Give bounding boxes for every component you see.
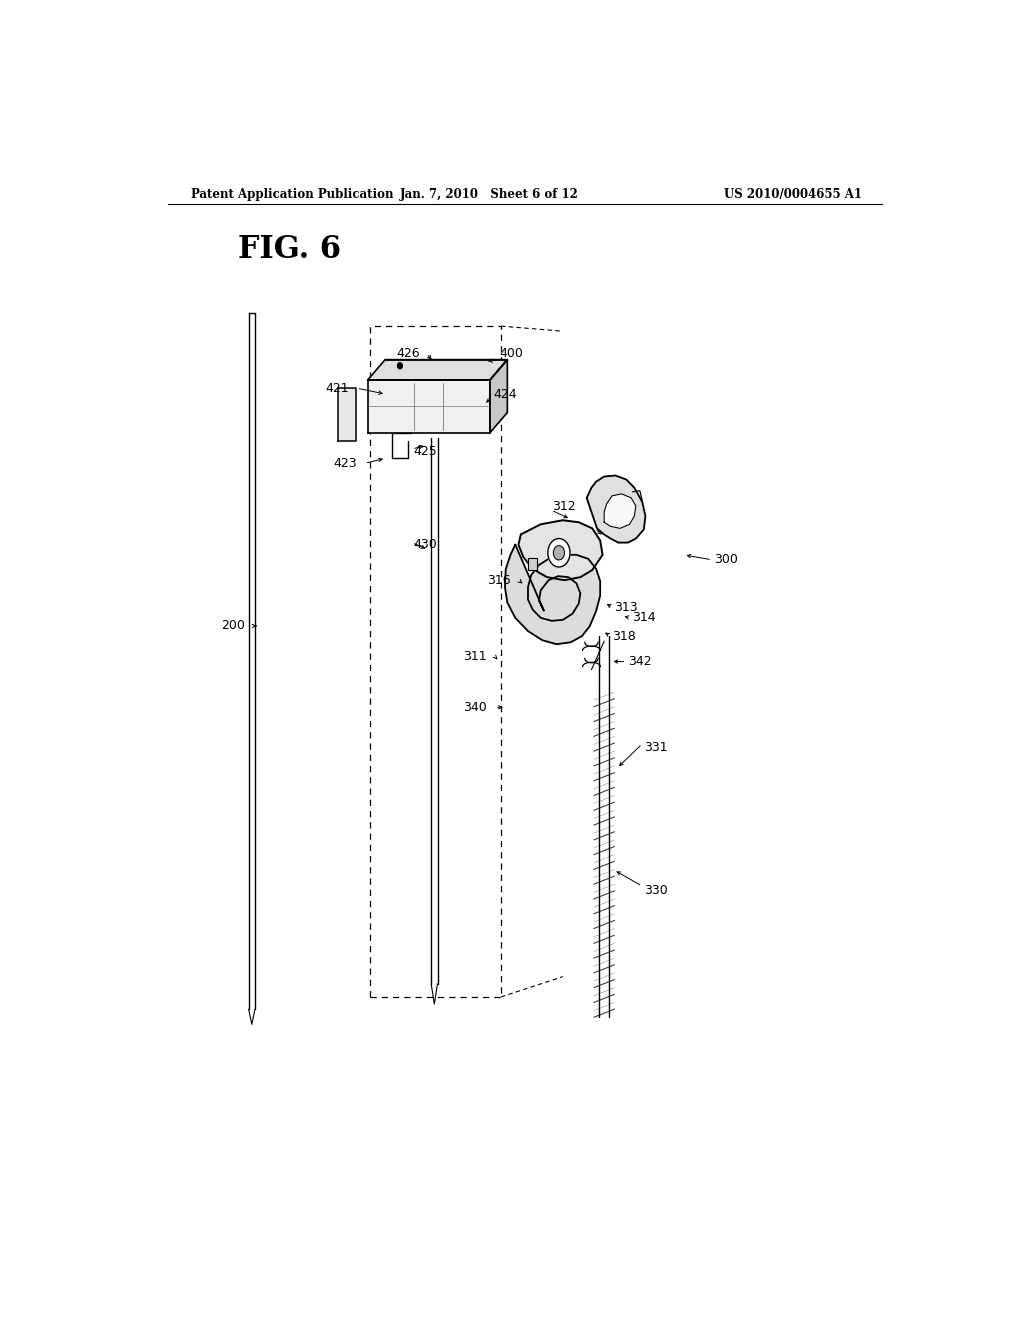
Bar	[528, 558, 538, 570]
Text: 424: 424	[494, 388, 517, 401]
Polygon shape	[368, 380, 489, 433]
Circle shape	[548, 539, 570, 568]
Polygon shape	[587, 475, 645, 543]
Text: 425: 425	[414, 445, 437, 458]
Text: 315: 315	[596, 517, 620, 531]
Polygon shape	[604, 494, 636, 528]
Text: 314: 314	[632, 611, 655, 624]
Polygon shape	[489, 359, 507, 433]
Text: 423: 423	[333, 457, 356, 470]
Text: 331: 331	[644, 742, 668, 755]
Text: 318: 318	[612, 630, 636, 643]
Polygon shape	[368, 359, 507, 380]
Text: 342: 342	[628, 655, 651, 668]
Polygon shape	[518, 520, 602, 581]
Text: FIG. 6: FIG. 6	[238, 235, 341, 265]
Text: 340: 340	[463, 701, 486, 714]
Text: US 2010/0004655 A1: US 2010/0004655 A1	[724, 187, 862, 201]
Text: 330: 330	[644, 883, 668, 896]
Text: 200: 200	[221, 619, 246, 632]
Polygon shape	[505, 545, 600, 644]
Text: 300: 300	[714, 553, 737, 566]
Text: Patent Application Publication: Patent Application Publication	[191, 187, 394, 201]
Bar	[528, 558, 538, 570]
Bar	[370, 326, 501, 997]
Circle shape	[553, 545, 564, 560]
Text: 430: 430	[414, 539, 437, 552]
Text: 316: 316	[486, 574, 511, 586]
Circle shape	[397, 363, 402, 368]
Text: Jan. 7, 2010   Sheet 6 of 12: Jan. 7, 2010 Sheet 6 of 12	[399, 187, 579, 201]
Polygon shape	[338, 388, 355, 441]
Text: 312: 312	[553, 499, 577, 512]
Text: 400: 400	[500, 347, 523, 360]
Text: 313: 313	[614, 601, 638, 614]
Text: 421: 421	[325, 381, 348, 395]
Text: 311: 311	[463, 649, 486, 663]
Text: 426: 426	[396, 347, 420, 360]
